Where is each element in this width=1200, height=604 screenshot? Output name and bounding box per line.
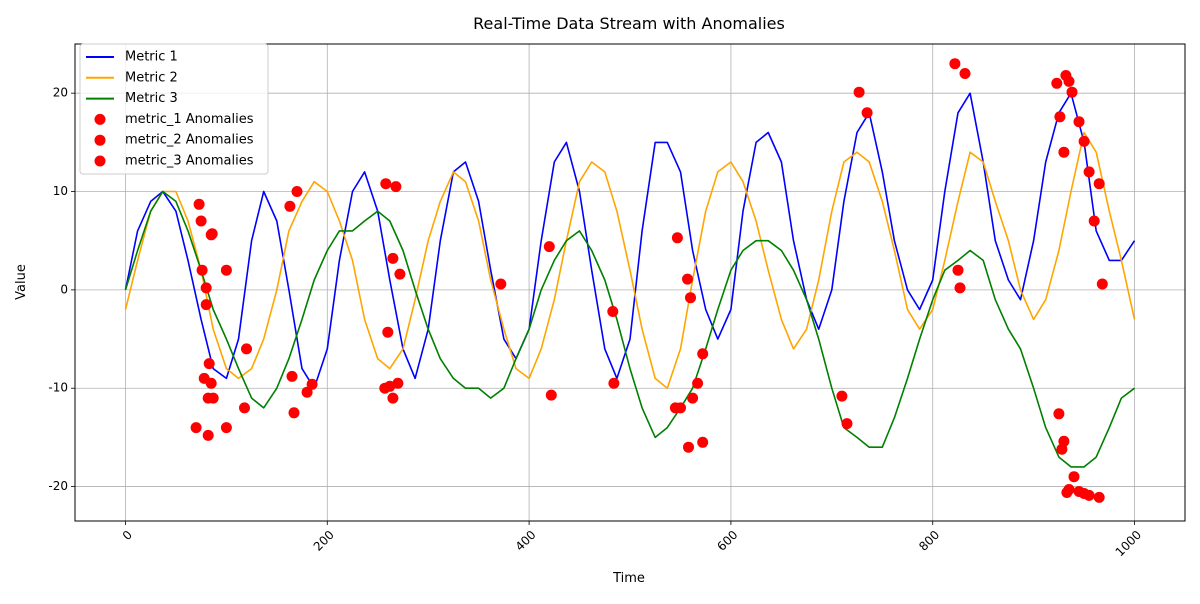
anomaly-point xyxy=(1053,408,1065,420)
anomaly-point xyxy=(291,186,303,197)
chart-title: Real-Time Data Stream with Anomalies xyxy=(473,14,785,33)
anomaly-point xyxy=(692,377,704,389)
anomaly-point xyxy=(683,441,694,453)
anomaly-point xyxy=(193,198,205,210)
anomaly-point xyxy=(682,273,693,285)
y-tick-label: 0 xyxy=(60,282,68,296)
anomaly-point xyxy=(607,306,619,317)
anomaly-point xyxy=(545,389,557,401)
anomaly-point xyxy=(206,228,218,240)
anomaly-point xyxy=(379,382,391,394)
anomaly-point xyxy=(306,378,318,390)
anomaly-point xyxy=(1054,111,1066,123)
anomaly-point xyxy=(1066,86,1078,98)
anomaly-point xyxy=(959,68,971,79)
anomaly-point xyxy=(861,107,873,119)
anomaly-point xyxy=(220,422,232,434)
legend-swatch-marker xyxy=(94,134,106,146)
anomaly-point xyxy=(1083,166,1095,178)
anomaly-point xyxy=(952,264,964,276)
anomaly-point xyxy=(669,402,681,414)
anomaly-point xyxy=(195,215,207,227)
anomaly-point xyxy=(1093,178,1105,190)
legend-swatch-marker xyxy=(94,113,106,125)
anomaly-point xyxy=(685,292,696,304)
anomaly-point xyxy=(380,178,392,190)
anomaly-point xyxy=(1073,116,1085,128)
anomaly-point xyxy=(239,402,250,414)
anomaly-point xyxy=(608,377,620,389)
y-tick-label: -10 xyxy=(48,381,68,395)
anomaly-markers xyxy=(190,58,1108,503)
anomaly-point xyxy=(671,232,683,244)
anomaly-point xyxy=(1068,471,1080,483)
anomaly-point xyxy=(286,370,298,382)
y-tick-label: 20 xyxy=(53,86,68,100)
legend-label: Metric 2 xyxy=(125,70,178,85)
y-axis-label: Value xyxy=(14,264,29,300)
legend-label: metric_2 Anomalies xyxy=(125,133,254,148)
anomaly-point xyxy=(200,299,212,311)
anomaly-point xyxy=(190,422,202,434)
anomaly-point xyxy=(390,181,402,193)
anomaly-point xyxy=(202,429,214,441)
anomaly-point xyxy=(1088,215,1100,227)
anomaly-point xyxy=(301,386,313,398)
series-line-metric-2 xyxy=(124,131,1136,390)
plot-frame xyxy=(74,43,1186,522)
legend: Metric 1 Metric 2 Metric 3 metric_1 Anomali… xyxy=(79,43,269,175)
anomaly-point xyxy=(954,282,966,294)
anomaly-point xyxy=(1051,77,1063,89)
y-tick-label: 10 xyxy=(53,184,68,198)
anomaly-point xyxy=(220,264,232,276)
anomaly-point xyxy=(1063,75,1075,87)
anomaly-point xyxy=(387,252,399,264)
anomaly-point xyxy=(495,278,507,290)
anomaly-point xyxy=(196,264,208,276)
series-line-metric-1 xyxy=(124,92,1136,390)
anomaly-point xyxy=(382,326,394,338)
series-lines xyxy=(124,92,1136,468)
anomaly-point xyxy=(1083,489,1095,501)
anomaly-point xyxy=(387,392,399,404)
anomaly-point xyxy=(1058,435,1070,447)
anomaly-point xyxy=(284,200,296,212)
x-axis-label: Time xyxy=(612,571,645,586)
anomaly-point xyxy=(697,436,709,448)
anomaly-point xyxy=(392,377,404,389)
anomaly-point xyxy=(687,392,699,404)
legend-label: metric_3 Anomalies xyxy=(125,154,254,169)
anomaly-point xyxy=(543,241,555,253)
anomaly-point xyxy=(205,377,217,389)
legend-label: Metric 3 xyxy=(125,91,178,106)
anomaly-point xyxy=(949,58,961,70)
series-line-metric-3 xyxy=(124,190,1135,468)
legend-label: Metric 1 xyxy=(125,50,178,65)
anomaly-point xyxy=(1058,146,1070,158)
y-tick-label: -20 xyxy=(48,479,68,493)
anomaly-point xyxy=(207,392,219,404)
anomaly-point xyxy=(288,407,300,419)
anomaly-point xyxy=(1063,484,1075,495)
anomaly-point xyxy=(836,390,848,402)
anomaly-point xyxy=(394,268,406,280)
legend-swatch-marker xyxy=(94,155,106,167)
anomaly-point xyxy=(200,282,212,294)
anomaly-point xyxy=(1096,278,1108,290)
anomaly-point xyxy=(841,418,853,430)
anomaly-point xyxy=(1078,135,1090,147)
anomaly-point xyxy=(697,348,709,360)
anomaly-point xyxy=(241,343,252,355)
legend-box xyxy=(79,43,269,175)
anomaly-point xyxy=(203,358,215,370)
anomaly-point xyxy=(853,86,865,98)
legend-label: metric_1 Anomalies xyxy=(125,112,254,127)
anomaly-point xyxy=(1093,491,1105,503)
